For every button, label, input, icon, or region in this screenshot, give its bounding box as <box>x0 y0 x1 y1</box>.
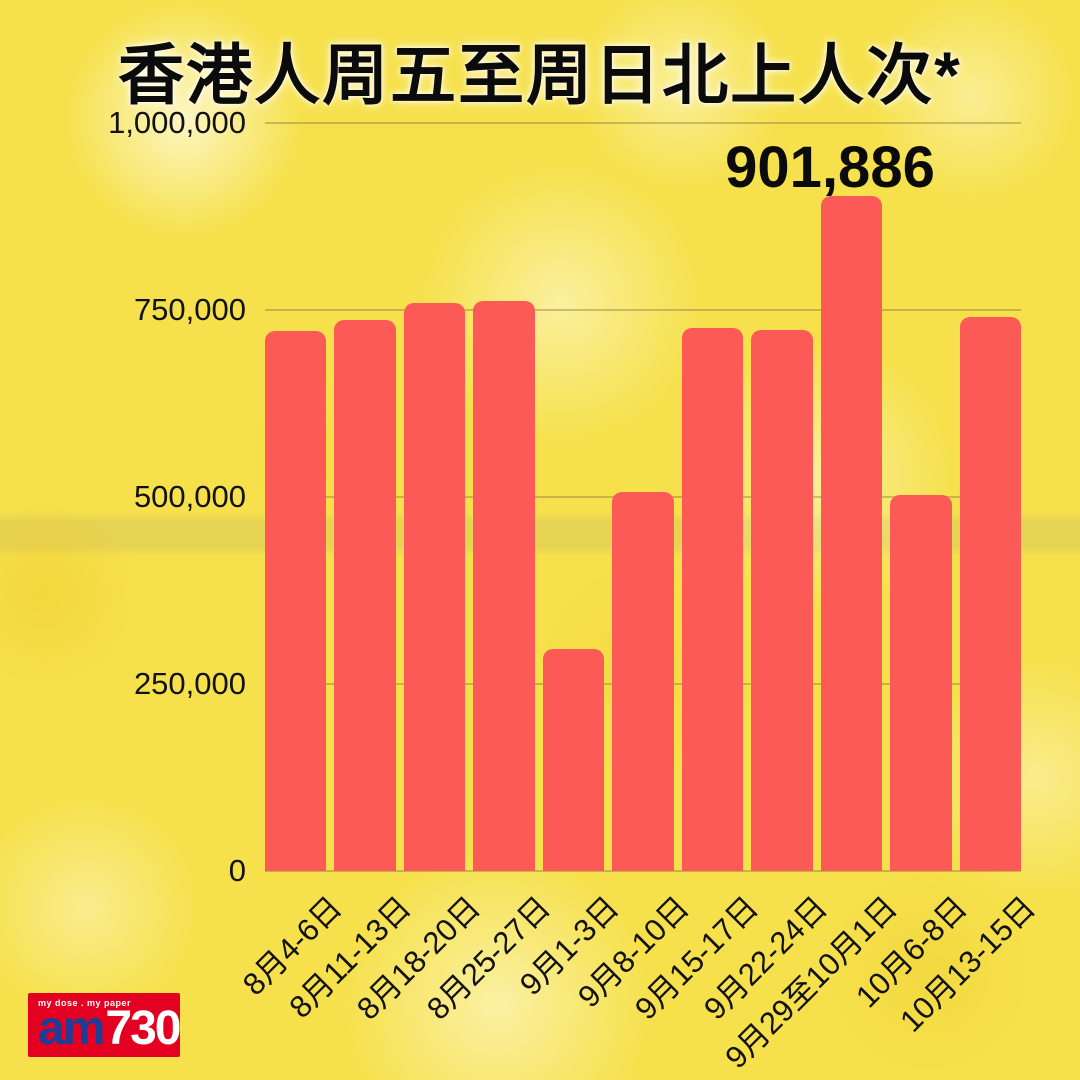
y-tick-label: 250,000 <box>133 666 246 701</box>
logo-wordmark: am 730 <box>38 1002 181 1055</box>
bar-8月11-13日 <box>334 320 396 871</box>
bar-8月4-6日 <box>265 330 327 871</box>
chart-title: 香港人周五至周日北上人次* <box>118 38 962 112</box>
bar-9月22-24日 <box>751 330 813 871</box>
bar-9月15-17日 <box>681 327 744 871</box>
y-tick-label: 1,000,000 <box>108 105 246 140</box>
bars-container <box>265 123 1021 871</box>
y-tick-label: 500,000 <box>133 479 246 514</box>
bar-9月1-3日 <box>542 648 605 871</box>
plot-area <box>265 122 1021 872</box>
peak-value-label: 901,886 <box>725 135 935 200</box>
bar-8月18-20日 <box>403 302 466 871</box>
logo-730-text: 730 <box>105 1002 181 1055</box>
bar-10月13-15日 <box>959 316 1021 871</box>
logo-slogan: my dose . my paper <box>38 998 132 1008</box>
bar-10月6-8日 <box>890 494 952 871</box>
bar-9月29至10月1日 <box>820 196 883 871</box>
gridline <box>265 309 1021 311</box>
am730-logo: my dose . my paper am 730 <box>28 993 181 1057</box>
y-tick-label: 750,000 <box>133 292 246 327</box>
bar-9月8-10日 <box>612 491 674 871</box>
y-tick-label: 0 <box>228 853 246 888</box>
gridline <box>265 122 1021 124</box>
logo-am-text: am <box>38 1002 105 1055</box>
bar-8月25-27日 <box>473 301 535 871</box>
gridline <box>265 870 1021 872</box>
